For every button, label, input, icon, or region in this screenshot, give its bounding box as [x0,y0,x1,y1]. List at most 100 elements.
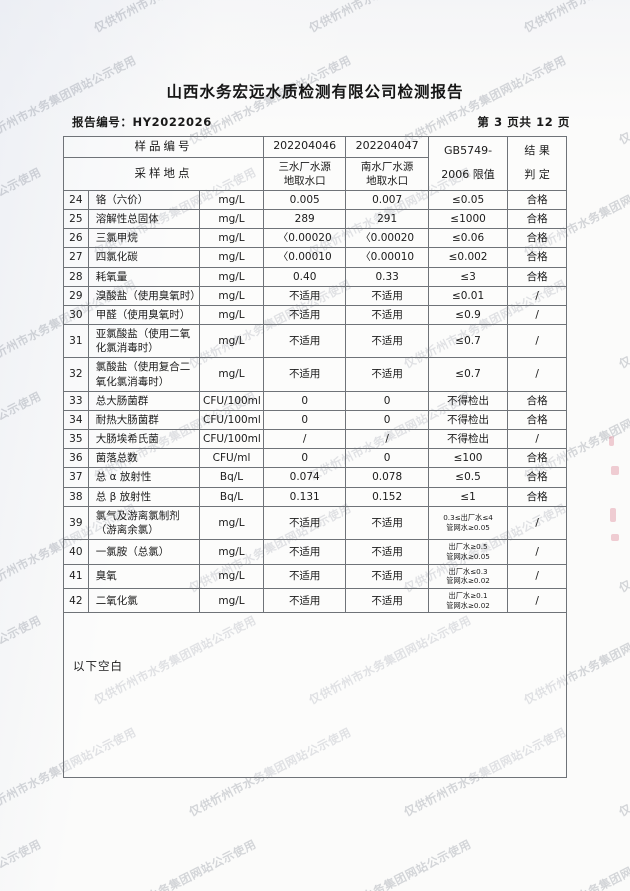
cell-unit: Bq/L [199,486,264,507]
cell-s2: 不适用 [345,304,429,326]
watermark-text: 仅供忻州市水务集团网站公示使用 [521,0,630,36]
cell-verdict: 合格 [507,448,567,469]
cell-limit: 不得检出 [427,409,509,431]
cell-verdict: / [507,539,567,565]
cell-item: 耐热大肠菌群 [87,409,201,431]
cell-limit: 出厂水≥0.1 管网水≥0.02 [427,587,509,614]
cell-unit: mg/L [199,563,264,590]
cell-limit: ≤0.002 [427,247,509,268]
report-number: 报告编号：HY2022026 [72,115,212,129]
cell-no: 31 [63,324,89,359]
table-row: 26 三氯甲烷 mg/L 〈0.00020 〈0.00020 ≤0.06 合格 [63,228,567,249]
cell-verdict: / [507,429,567,450]
cell-no: 38 [63,486,89,507]
cell-verdict: 合格 [507,467,567,488]
cell-limit: ≤3 [427,266,509,287]
cell-s1: 0.005 [262,189,347,211]
cell-limit: ≤0.01 [427,285,509,306]
blank-area-note: 以下空白 [63,612,567,779]
cell-s1: 0.074 [262,467,347,488]
cell-limit: ≤1 [427,486,509,507]
header-sample1-no: 202204046 [262,136,347,158]
cell-item: 总 α 放射性 [87,467,201,488]
cell-no: 30 [63,304,89,326]
cell-verdict: / [507,285,567,306]
cell-item: 总大肠菌群 [87,390,201,411]
cell-unit: mg/L [199,266,264,287]
cell-s1: 〈0.00010 [262,247,347,268]
watermark-text: 仅供忻州市水务集团网站公示使用 [0,836,44,891]
cell-s2: 不适用 [345,357,429,392]
table-row: 42 二氧化氯 mg/L 不适用 不适用 出厂水≥0.1 管网水≥0.02/ [63,587,567,614]
cell-item: 溶解性总固体 [87,209,201,230]
table-row: 36 菌落总数 CFU/ml 0 0 ≤100 合格 [63,448,567,469]
cell-s1: 不适用 [262,505,347,541]
cell-s2: 不适用 [345,324,429,359]
cell-s1: 0 [262,448,347,469]
cell-unit: CFU/100ml [199,390,264,411]
cell-verdict: / [507,324,567,359]
cell-s1: 不适用 [262,324,347,359]
table-row: 31 亚氯酸盐（使用二氧化氯消毒时） mg/L 不适用 不适用 ≤0.7/ [63,324,567,359]
cell-item: 一氯胺（总氯） [87,539,201,565]
standard-line-2: 2006 限值 [441,168,495,182]
standard-line-1: GB5749- [444,143,493,157]
table-row: 24 铬（六价） mg/L 0.005 0.007 ≤0.05 合格 [63,189,567,211]
cell-s2: 291 [345,209,429,230]
cell-s2: 不适用 [345,563,429,590]
watermark-text: 仅供忻州市水务集团网站公示使用 [91,0,259,36]
cell-verdict: 合格 [507,209,567,230]
cell-no: 40 [63,539,89,565]
cell-limit: ≤0.05 [427,189,509,211]
cell-limit: ≤0.06 [427,228,509,249]
cell-no: 41 [63,563,89,590]
cell-item: 总 β 放射性 [87,486,201,507]
table-row: 41 臭氧 mg/L 不适用 不适用 出厂水≤0.3 管网水≥0.02/ [63,563,567,590]
header-sample2-no: 202204047 [345,136,429,158]
blank-area-row: 以下空白 [63,612,567,779]
cell-limit: ≤0.7 [427,324,509,359]
cell-verdict: 合格 [507,409,567,431]
cell-no: 26 [63,228,89,249]
cell-s2: 0 [345,448,429,469]
cell-s1: 0 [262,390,347,411]
cell-s1: 289 [262,209,347,230]
watermark-text: 仅供忻州市水务集团网站公示使用 [616,276,630,372]
cell-item: 二氧化氯 [87,587,201,614]
cell-item: 臭氧 [87,563,201,590]
table-row: 37 总 α 放射性 Bq/L 0.074 0.078 ≤0.5 合格 [63,467,567,488]
cell-verdict: 合格 [507,486,567,507]
cell-item: 大肠埃希氏菌 [87,429,201,450]
cell-s2: 0.078 [345,467,429,488]
verdict-line-1: 结 果 [524,143,550,157]
table-row: 39 氯气及游离氯制剂（游离余氯） mg/L 不适用 不适用 0.3≤出厂水≤4 管网水≥0… [63,505,567,541]
watermark-text: 仅供忻州市水务集团网站公示使用 [91,836,259,891]
cell-unit: CFU/100ml [199,429,264,450]
cell-limit: ≤1000 [427,209,509,230]
cell-unit: mg/L [199,209,264,230]
table-row: 38 总 β 放射性 Bq/L 0.131 0.152 ≤1 合格 [63,486,567,507]
verdict-line-2: 判 定 [524,168,550,182]
cell-s1: 0.40 [262,266,347,287]
cell-verdict: 合格 [507,189,567,211]
page-title: 山西水务宏远水质检测有限公司检测报告 [166,83,464,101]
cell-no: 35 [63,429,89,450]
cell-no: 27 [63,247,89,268]
cell-item: 溴酸盐（使用臭氧时） [87,285,201,306]
watermark-text: 仅供忻州市水务集团网站公示使用 [0,612,44,708]
cell-s2: 0 [345,390,429,411]
table-row: 33 总大肠菌群 CFU/100ml 0 0 不得检出 合格 [63,390,567,411]
cell-no: 39 [63,505,89,541]
table-row: 32 氯酸盐（使用复合二氧化氯消毒时） mg/L 不适用 不适用 ≤0.7/ [63,357,567,392]
cell-limit: ≤100 [427,448,509,469]
cell-verdict: 合格 [507,266,567,287]
cell-unit: mg/L [199,189,264,211]
results-table: 样品编号 202204046 202204047 GB5749- 2006 限值… [63,136,567,779]
cell-no: 42 [63,587,89,614]
cell-limit: ≤0.9 [427,304,509,326]
cell-unit: mg/L [199,247,264,268]
cell-s2: 0 [345,409,429,431]
cell-item: 菌落总数 [87,448,201,469]
cell-unit: mg/L [199,228,264,249]
